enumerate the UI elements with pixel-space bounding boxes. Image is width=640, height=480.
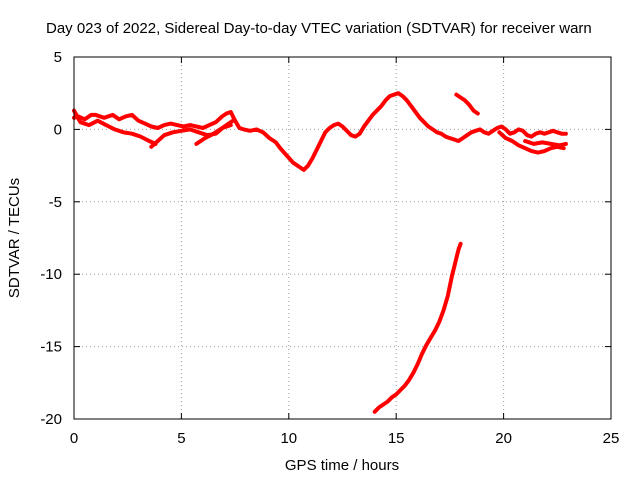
- y-tick-label: -15: [40, 339, 62, 356]
- series-line-track-b: [72, 108, 158, 146]
- series-line-track-h: [372, 241, 463, 414]
- grid: [74, 57, 611, 419]
- y-tick-label: -10: [40, 266, 62, 283]
- y-tick-label: 0: [54, 121, 62, 138]
- y-tick-labels: -20 -15 -10 -5 0 5: [40, 49, 62, 428]
- y-tick-label: 5: [54, 49, 62, 66]
- series-line-track-f: [497, 130, 566, 155]
- y-tick-label: -5: [49, 194, 62, 211]
- x-tick-label: 25: [603, 430, 620, 447]
- chart-title: Day 023 of 2022, Sidereal Day-to-day VTE…: [46, 20, 592, 37]
- plot-frame: [73, 56, 612, 420]
- x-tick-label: 5: [177, 430, 185, 447]
- x-tick-labels: 0 5 10 15 20 25: [70, 430, 620, 447]
- series-line-track-d: [194, 123, 233, 146]
- series-line-track-a: [72, 91, 568, 172]
- series-line-track-e: [454, 92, 480, 116]
- x-tick-label: 10: [280, 430, 297, 447]
- x-tick-label: 15: [388, 430, 405, 447]
- x-tick-label: 20: [495, 430, 512, 447]
- series-layer: [72, 91, 568, 414]
- x-tick-label: 0: [70, 430, 78, 447]
- x-axis-label: GPS time / hours: [285, 457, 399, 474]
- tick-marks: [73, 56, 612, 420]
- y-axis-label: SDTVAR / TECUs: [6, 178, 23, 298]
- y-tick-label: -20: [40, 411, 62, 428]
- series-line-track-g: [523, 139, 568, 148]
